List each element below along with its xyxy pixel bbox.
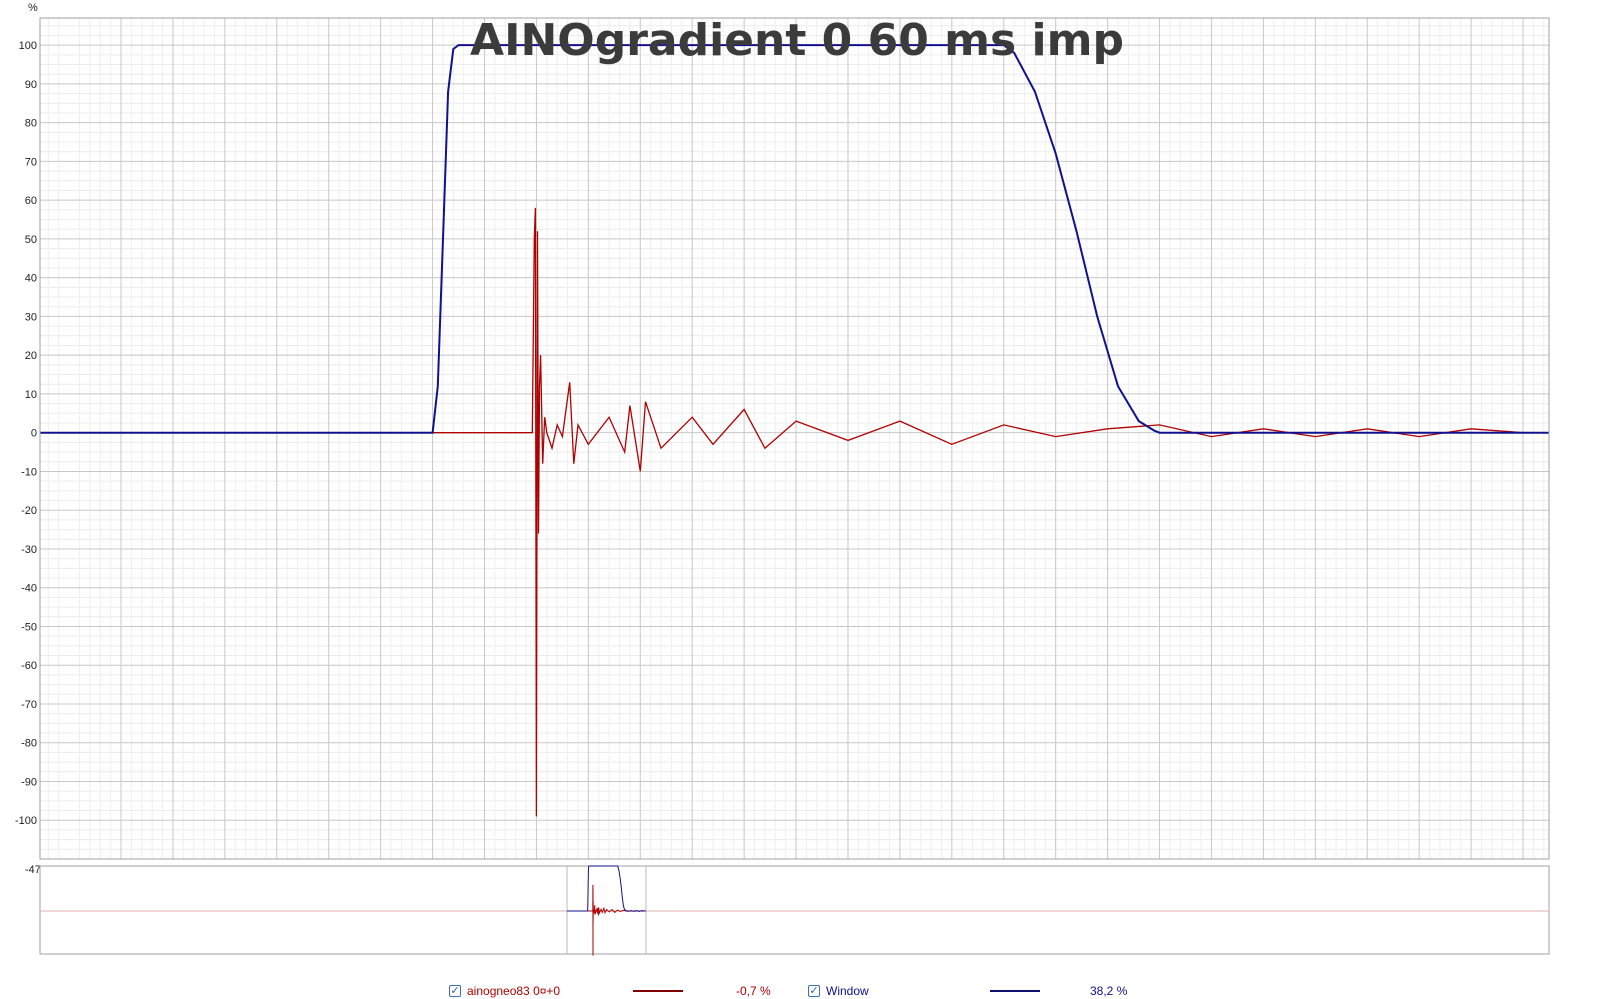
- y-tick-label: 50: [25, 234, 37, 246]
- chart-axes: 1009080706050403020100-10-20-30-40-50-60…: [15, 2, 1550, 876]
- legend-item-trace[interactable]: ✓ ainogneo83 0¤+0: [449, 983, 560, 999]
- overview-window-trace: [567, 865, 646, 912]
- y-tick-label: 30: [25, 311, 37, 323]
- y-tick-label: -90: [21, 776, 37, 788]
- legend-item-window[interactable]: ✓ Window: [808, 983, 869, 999]
- legend-label-window: Window: [826, 984, 869, 998]
- y-tick-label: 80: [25, 118, 37, 130]
- overview-strip[interactable]: [39, 865, 1550, 956]
- y-tick-label: 40: [25, 273, 37, 285]
- window-trace: [40, 44, 1549, 434]
- legend-swatch-window: [990, 990, 1040, 992]
- y-tick-label: -50: [21, 621, 37, 633]
- legend-readout-window: 38,2 %: [1090, 984, 1128, 998]
- y-tick-label: -70: [21, 699, 37, 711]
- y-tick-label: 0: [31, 428, 37, 440]
- y-tick-label: -60: [21, 660, 37, 672]
- y-unit-label: %: [28, 2, 38, 14]
- y-tick-label: 100: [19, 40, 37, 52]
- overview-frame: [39, 865, 1550, 955]
- y-tick-label: -20: [21, 505, 37, 517]
- legend-label-trace: ainogneo83 0¤+0: [467, 984, 561, 998]
- y-tick-label: 60: [25, 195, 37, 207]
- y-tick-label: 10: [25, 389, 37, 401]
- y-tick-label: -40: [21, 583, 37, 595]
- y-tick-label: 90: [25, 79, 37, 91]
- checkbox-icon[interactable]: ✓: [449, 985, 461, 997]
- plot-frame: [39, 17, 1550, 860]
- chart-grid: [40, 18, 1549, 859]
- y-tick-label: -30: [21, 544, 37, 556]
- y-tick-label: 20: [25, 350, 37, 362]
- chart-traces: [40, 44, 1549, 817]
- y-tick-label: -10: [21, 466, 37, 478]
- y-tick-label: -100: [15, 815, 37, 827]
- y-tick-label: 70: [25, 156, 37, 168]
- legend-readout-trace: -0,7 %: [736, 984, 771, 998]
- checkbox-icon[interactable]: ✓: [808, 985, 820, 997]
- legend-swatch-trace: [633, 990, 683, 992]
- chart-title: AINOgradient 0 60 ms imp: [470, 15, 1124, 66]
- y-tick-label: -80: [21, 738, 37, 750]
